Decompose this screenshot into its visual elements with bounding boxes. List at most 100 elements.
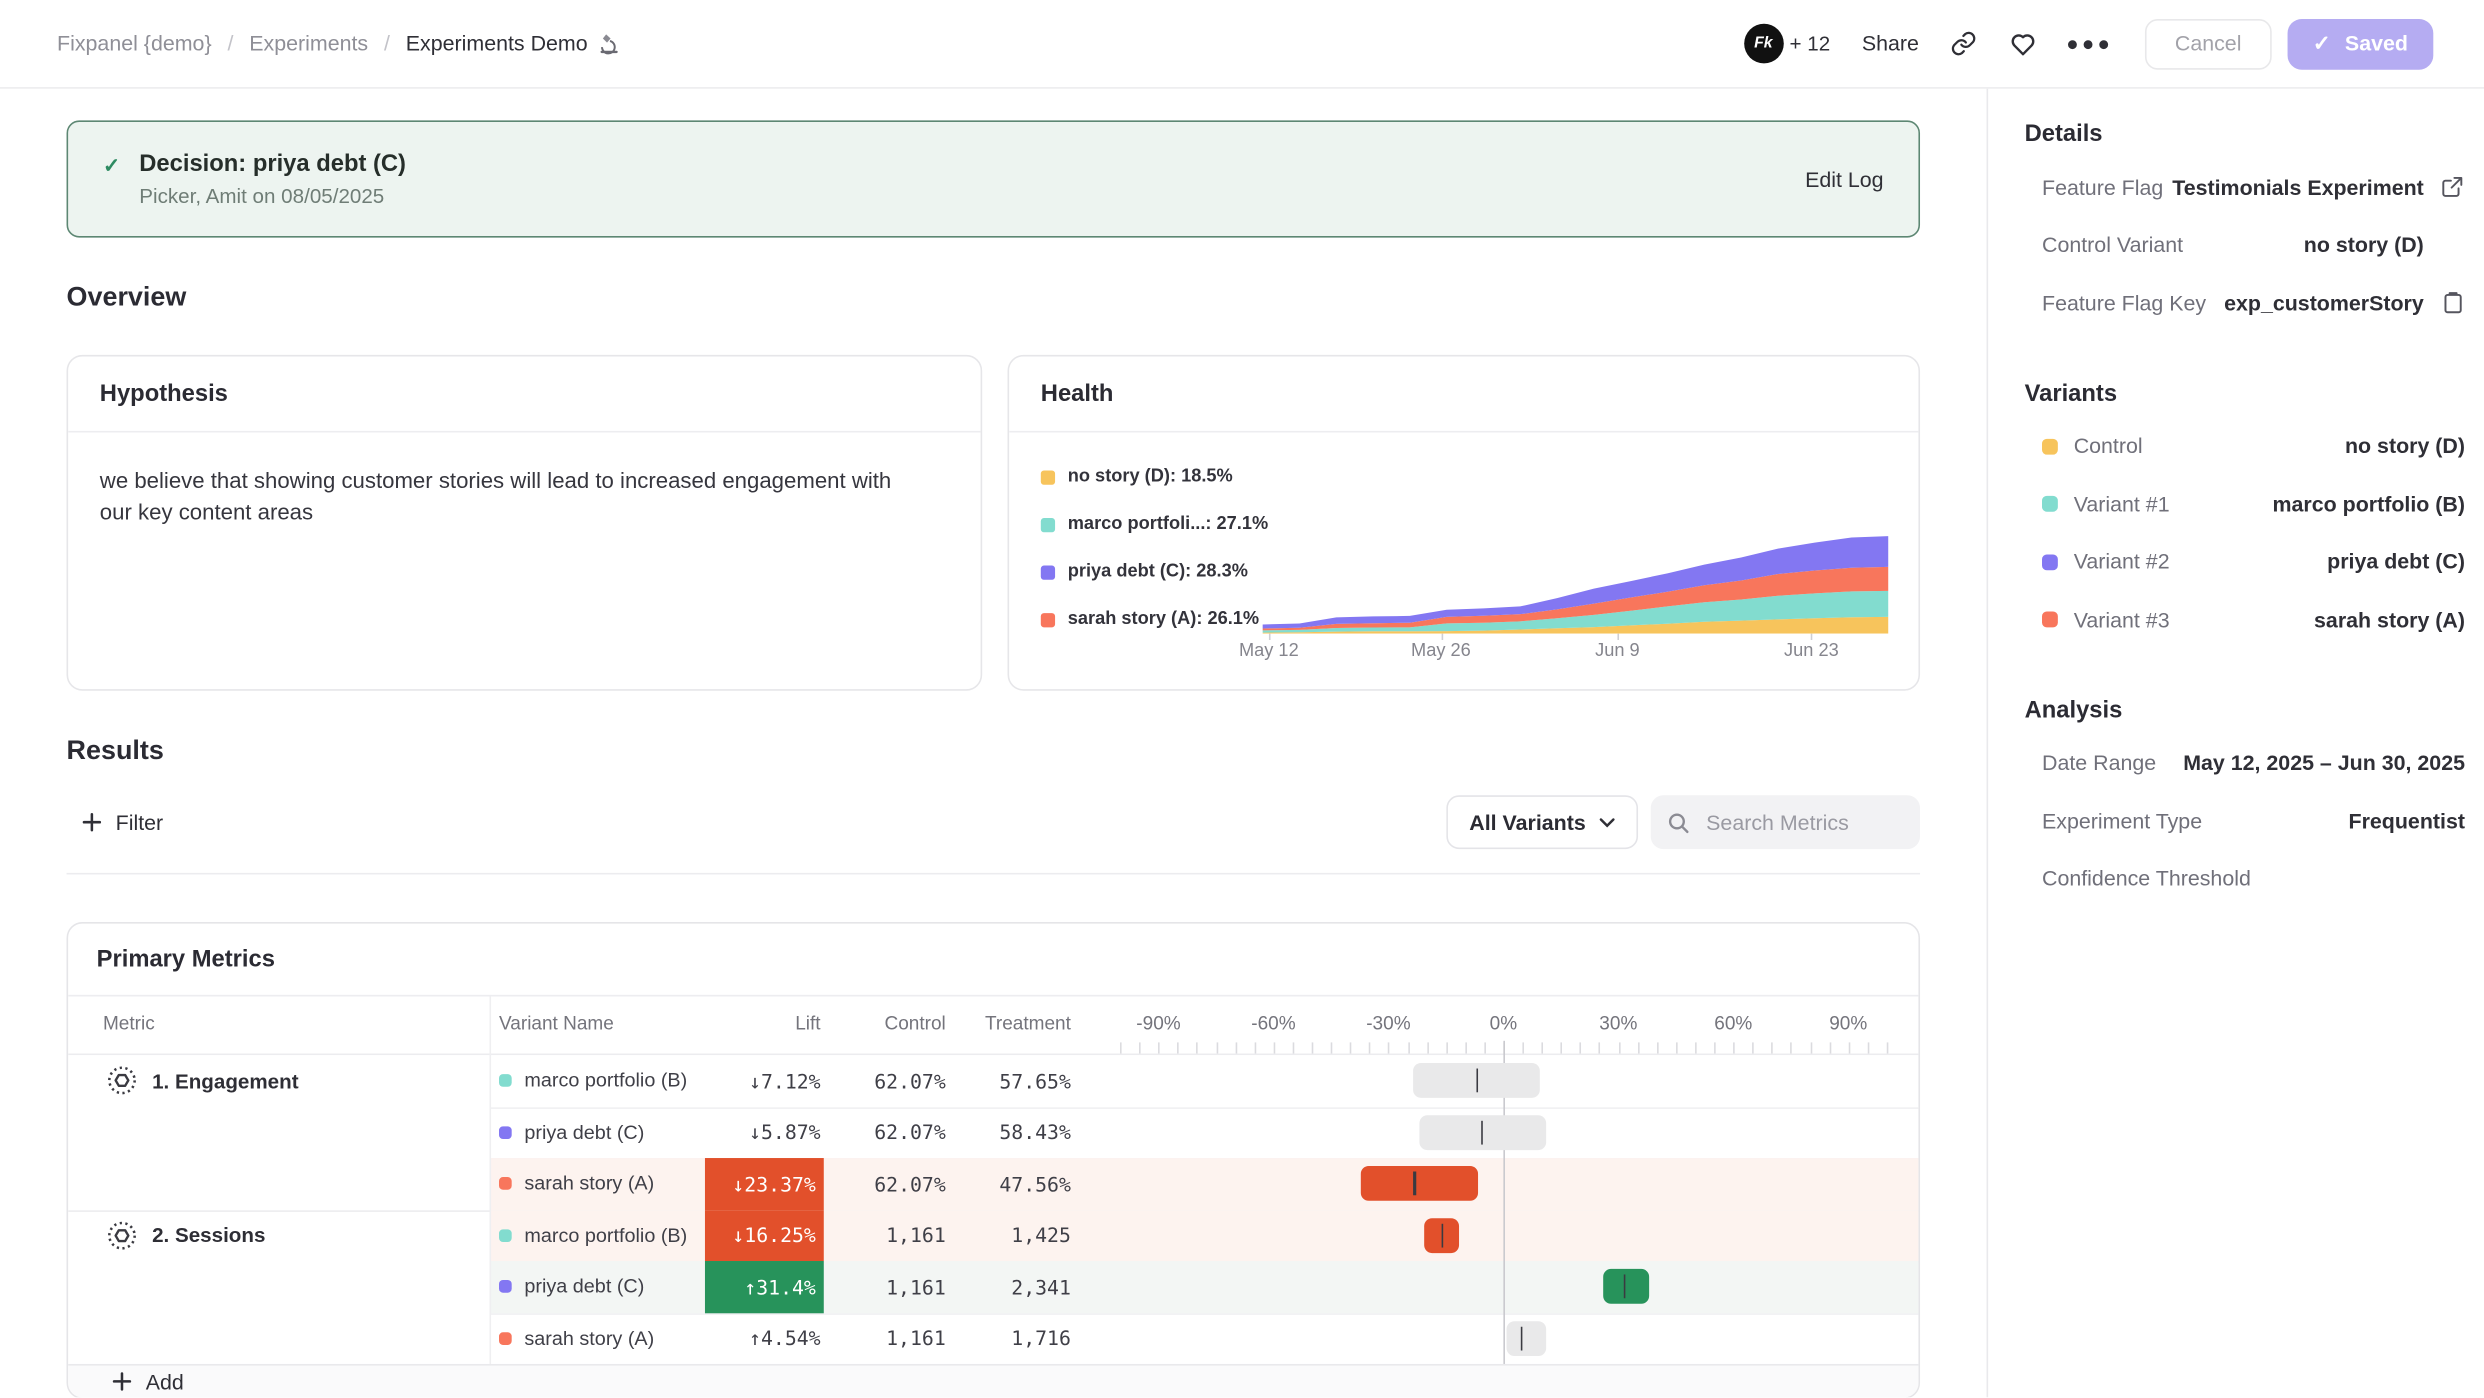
pm-rows: 1. Engagement marco portfolio (B) ↓7.12% 62… xyxy=(68,1053,1919,1363)
ruler-tick xyxy=(1560,1042,1563,1054)
ruler-tick xyxy=(1445,1042,1448,1054)
legend-item: no story (D): 18.5% xyxy=(1040,467,1263,486)
hypothesis-title: Hypothesis xyxy=(68,356,981,433)
pm-axis-labels: -90% -60% -30% 0% 30% 60% 90% xyxy=(1101,996,1906,1053)
search-input[interactable] xyxy=(1702,808,1894,836)
treatment-value: 1,716 xyxy=(1011,1326,1071,1351)
analysis-heading: Analysis xyxy=(2024,696,2123,724)
page-title: Experiments Demo xyxy=(405,31,588,56)
lift-marker xyxy=(1623,1274,1626,1299)
copy-link-icon[interactable] xyxy=(1951,30,1978,57)
area-series xyxy=(1262,590,1889,633)
axis-label: 90% xyxy=(1829,1012,1868,1035)
pm-ruler xyxy=(1101,1041,1906,1054)
lift-marker xyxy=(1480,1120,1484,1145)
variant-cell: marco portfolio (B) xyxy=(499,1055,687,1106)
variant-cell: priya debt (C) xyxy=(499,1107,644,1158)
health-x-axis: May 12 May 26 Jun 9 Jun 23 xyxy=(1239,633,1889,663)
metric-cell: 1. Engagement xyxy=(106,1055,299,1106)
control-value: 62.07% xyxy=(874,1171,946,1196)
breadcrumb-current: Experiments Demo xyxy=(405,31,621,56)
overview-heading: Overview xyxy=(66,281,187,313)
confidence-interval-plot xyxy=(1101,1210,1906,1261)
legend-label: priya debt (C): 28.3% xyxy=(1067,562,1248,582)
breadcrumb-experiments[interactable]: Experiments xyxy=(249,31,369,56)
x-axis-label: Jun 9 xyxy=(1595,641,1640,661)
axis-label: 30% xyxy=(1599,1012,1638,1035)
metrics-search[interactable] xyxy=(1650,795,1921,850)
area-series xyxy=(1262,566,1889,631)
cancel-button[interactable]: Cancel xyxy=(2144,18,2272,69)
collaborator-count[interactable]: + 12 xyxy=(1789,31,1831,56)
sidebar-row-label-text: Control xyxy=(2073,434,2143,459)
sidebar-row-label: Feature Flag xyxy=(2042,175,2163,199)
ruler-tick xyxy=(1886,1042,1889,1054)
axis-label: -90% xyxy=(1136,1012,1181,1035)
details-row: Feature Flag Key exp_customerStory xyxy=(2025,274,2465,332)
details-rows: Feature Flag Testimonials Experiment Contr… xyxy=(2025,158,2465,331)
add-filter-button[interactable]: Filter xyxy=(67,810,163,834)
treatment-value: 57.65% xyxy=(999,1068,1071,1093)
analysis-row: Confidence Threshold xyxy=(2025,850,2465,908)
ruler-tick xyxy=(1215,1042,1218,1054)
copy-icon[interactable] xyxy=(2440,292,2465,314)
variant-color-chip xyxy=(2042,554,2058,570)
confidence-interval-bar xyxy=(1361,1166,1479,1202)
treatment-value: 58.43% xyxy=(999,1120,1071,1145)
table-header: Metric Variant Name Lift Control Treatme… xyxy=(68,996,1918,1054)
sidebar-row-value: Testimonials Experiment xyxy=(2172,175,2465,199)
add-metric-button[interactable]: Add xyxy=(68,1363,1919,1398)
check-icon: ✓ xyxy=(2312,30,2331,55)
breadcrumb-separator: / xyxy=(383,31,390,56)
health-chart: May 12 May 26 Jun 9 Jun 23 xyxy=(1239,432,1919,689)
sidebar-row-label: Date Range xyxy=(2042,751,2156,775)
metric-name: 2. Sessions xyxy=(152,1223,266,1248)
variant-color-dot xyxy=(499,1177,512,1191)
favorite-heart-icon[interactable] xyxy=(2009,29,2038,58)
ruler-tick xyxy=(1196,1042,1199,1054)
sidebar-value-text: exp_customerStory xyxy=(2224,291,2424,315)
x-axis-label: Jun 23 xyxy=(1784,641,1839,661)
x-axis-tick xyxy=(1617,633,1619,641)
breadcrumb: Fixpanel {demo} / Experiments / Experime… xyxy=(57,31,621,56)
ruler-tick xyxy=(1733,1042,1735,1054)
analysis-row: Experiment Type Frequentist xyxy=(2025,792,2465,850)
zero-baseline xyxy=(1503,1040,1505,1364)
sidebar-value-text: no story (D) xyxy=(2303,233,2424,258)
ruler-tick xyxy=(1829,1042,1831,1054)
ruler-tick xyxy=(1350,1042,1352,1054)
treatment-value: 2,341 xyxy=(1011,1274,1071,1299)
sidebar-row-label: Variant #1 xyxy=(2042,492,2170,516)
share-button[interactable]: Share xyxy=(1861,31,1919,56)
saved-button[interactable]: ✓ Saved xyxy=(2287,18,2434,69)
sidebar-row-label-text: Variant #3 xyxy=(2073,607,2170,632)
sidebar-row-label-text: Feature Flag Key xyxy=(2042,291,2207,315)
treatment-value: 1,425 xyxy=(1011,1223,1071,1248)
ruler-tick xyxy=(1158,1042,1161,1054)
analysis-row: Date Range May 12, 2025 – Jun 30, 2025 xyxy=(2025,734,2465,792)
control-value: 62.07% xyxy=(874,1120,946,1145)
confidence-interval-bar xyxy=(1603,1269,1649,1305)
x-axis-tick xyxy=(1811,633,1813,641)
metric-name: 1. Engagement xyxy=(152,1068,299,1093)
legend-item: sarah story (A): 26.1% xyxy=(1040,610,1263,629)
ruler-tick xyxy=(1848,1042,1850,1054)
lift-marker xyxy=(1476,1068,1479,1093)
more-options-icon[interactable]: ●●● xyxy=(2066,31,2114,56)
sidebar-row-label-text: Experiment Type xyxy=(2042,809,2203,833)
plus-icon xyxy=(82,813,102,832)
variants-row: Control no story (D) xyxy=(2025,417,2465,475)
results-toolbar: Filter All Variants xyxy=(67,795,1921,850)
external-link-icon[interactable] xyxy=(2440,176,2465,198)
sidebar-row-label-text: Feature Flag xyxy=(2042,175,2164,200)
axis-label: 0% xyxy=(1489,1012,1518,1035)
details-heading: Details xyxy=(2024,120,2103,148)
variants-dropdown[interactable]: All Variants xyxy=(1447,795,1639,850)
avatar[interactable]: Fk xyxy=(1743,23,1784,64)
confidence-interval-plot xyxy=(1101,1107,1906,1158)
legend-item: priya debt (C): 28.3% xyxy=(1040,562,1263,582)
breadcrumb-project[interactable]: Fixpanel {demo} xyxy=(57,31,212,56)
header-actions: Fk + 12 Share ●●● Cancel ✓ Saved xyxy=(1743,18,2434,69)
ruler-tick xyxy=(1426,1042,1429,1054)
edit-log-button[interactable]: Edit Log xyxy=(1805,167,1884,191)
